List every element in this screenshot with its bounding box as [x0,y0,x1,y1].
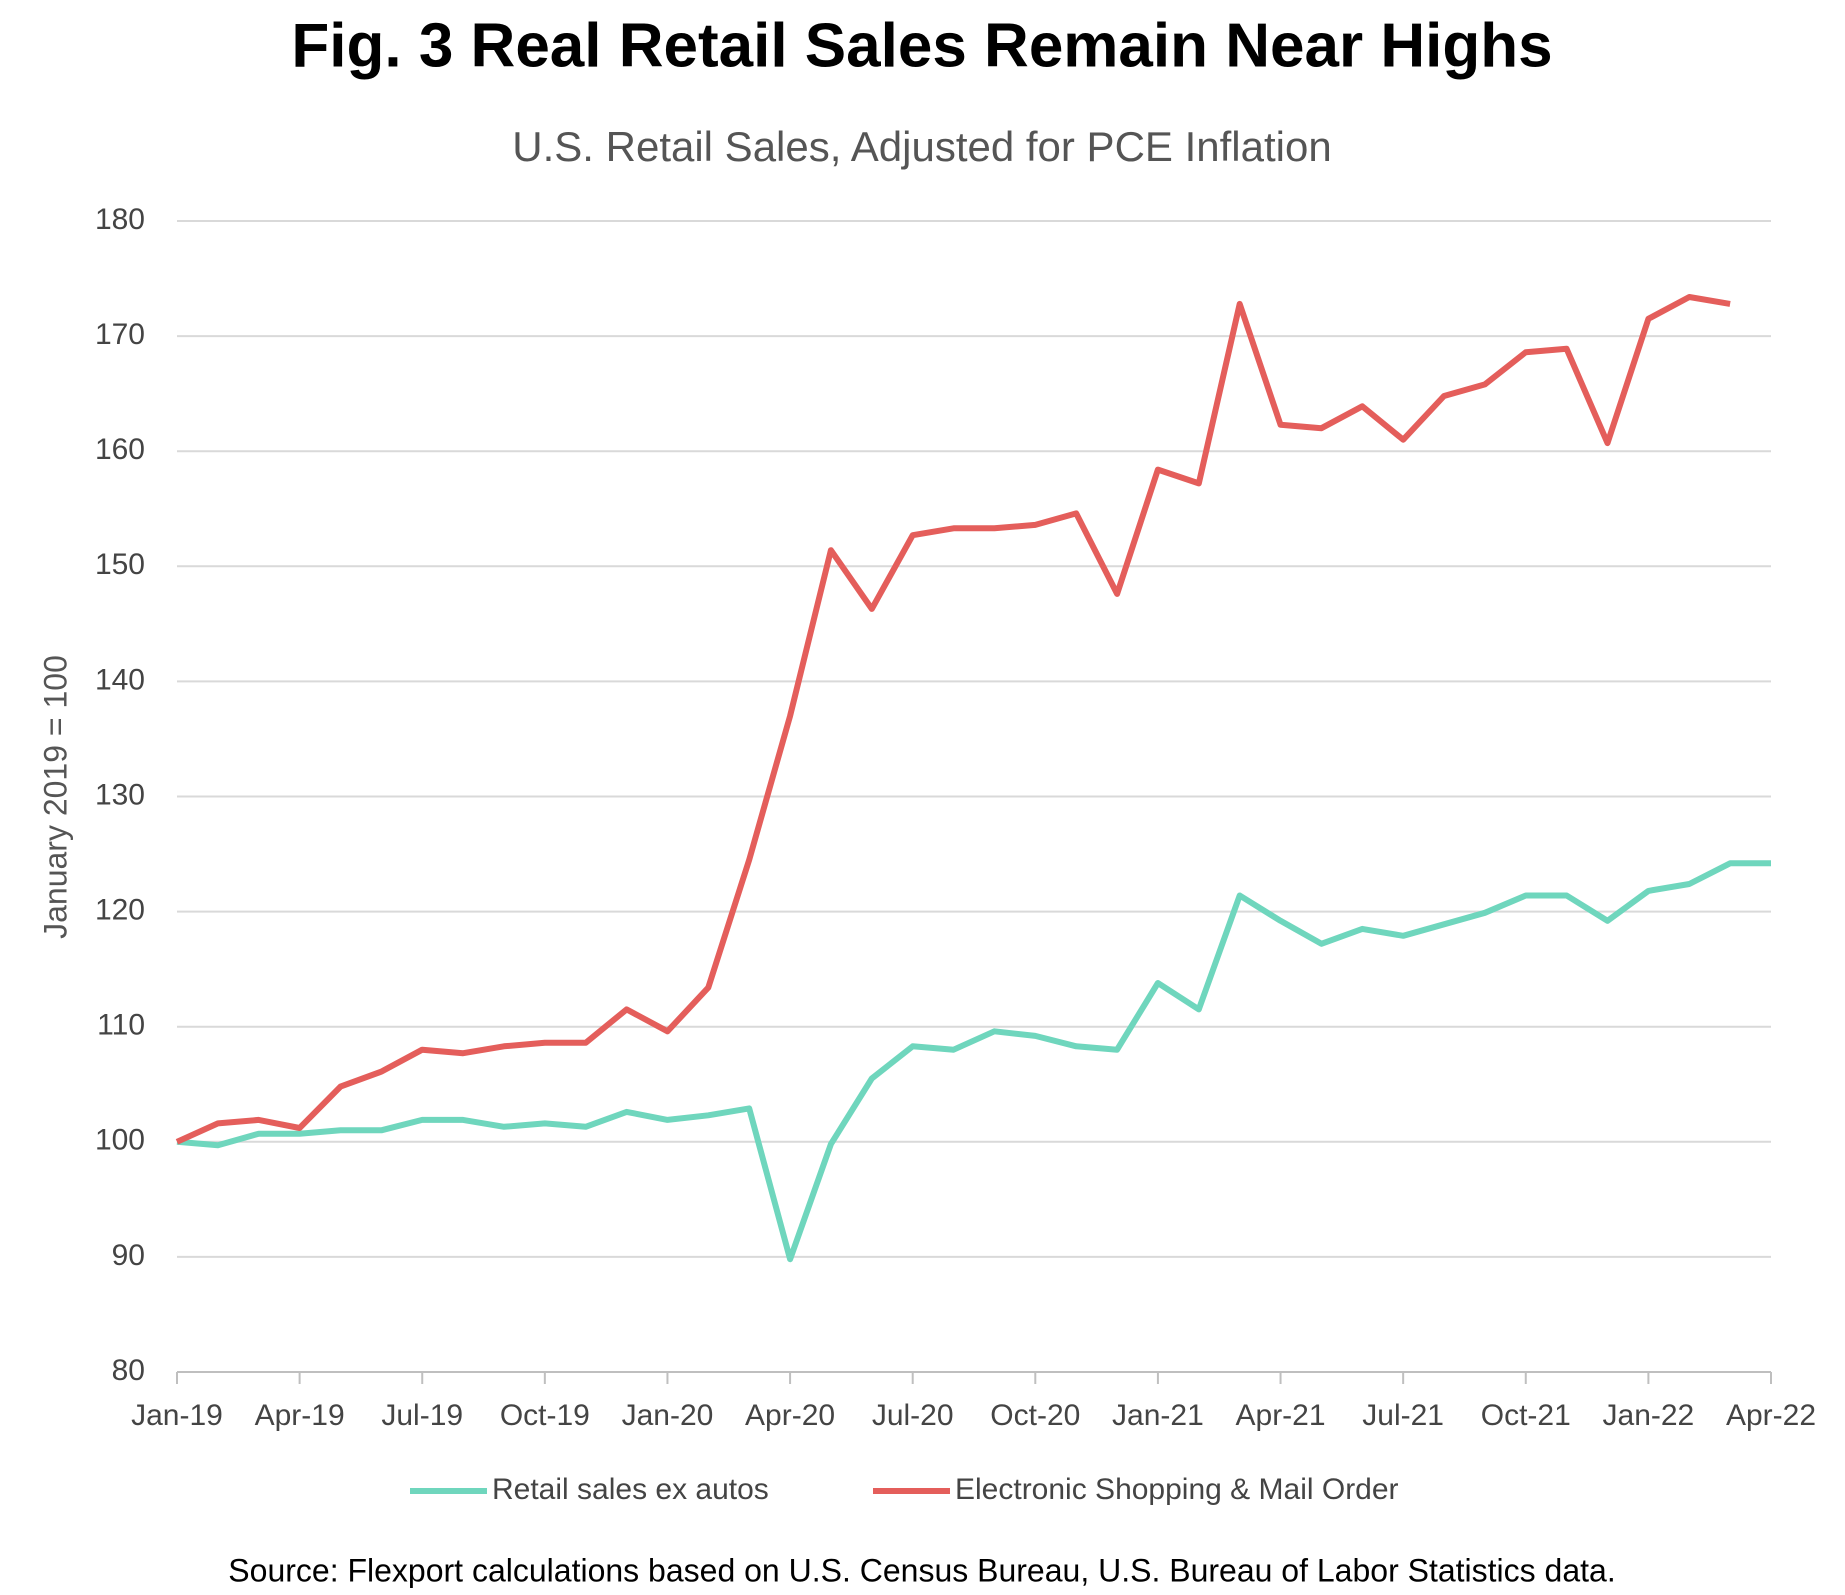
y-tick-label: 80 [112,1354,145,1387]
y-tick-label: 100 [95,1124,145,1157]
source-note: Source: Flexport calculations based on U… [228,1552,1615,1588]
chart-subtitle: U.S. Retail Sales, Adjusted for PCE Infl… [512,123,1331,170]
y-tick-label: 160 [95,433,145,466]
y-tick-label: 180 [95,203,145,236]
x-tick-label: Jul-19 [381,1399,463,1432]
series-line [176,860,1771,1263]
chart-title: Fig. 3 Real Retail Sales Remain Near Hig… [291,11,1552,80]
y-tick-label: 150 [95,548,145,581]
y-tick-label: 90 [112,1239,145,1272]
x-tick-label: Oct-19 [500,1399,590,1432]
x-tick-label: Oct-21 [1481,1399,1571,1432]
x-tick-label: Jan-21 [1112,1399,1204,1432]
y-tick-label: 130 [95,778,145,811]
x-tick-label: Oct-20 [990,1399,1080,1432]
y-tick-label: 110 [97,1009,145,1042]
y-tick-label: 140 [95,663,145,696]
y-tick-label: 170 [95,318,145,351]
series-line [175,294,1731,1145]
x-tick-label: Jan-19 [131,1399,223,1432]
x-tick-label: Jan-20 [622,1399,714,1432]
x-tick-label: Apr-20 [745,1399,835,1432]
y-axis-label: January 2019 = 100 [37,655,73,939]
x-tick-label: Jul-20 [872,1399,954,1432]
x-tick-label: Jan-22 [1603,1399,1695,1432]
legend-label: Electronic Shopping & Mail Order [955,1473,1399,1506]
x-tick-label: Apr-21 [1236,1399,1326,1432]
legend-label: Retail sales ex autos [492,1473,769,1506]
x-tick-label: Apr-19 [255,1399,345,1432]
x-tick-label: Jul-21 [1362,1399,1444,1432]
y-tick-label: 120 [95,894,145,927]
x-tick-label: Apr-22 [1726,1399,1816,1432]
